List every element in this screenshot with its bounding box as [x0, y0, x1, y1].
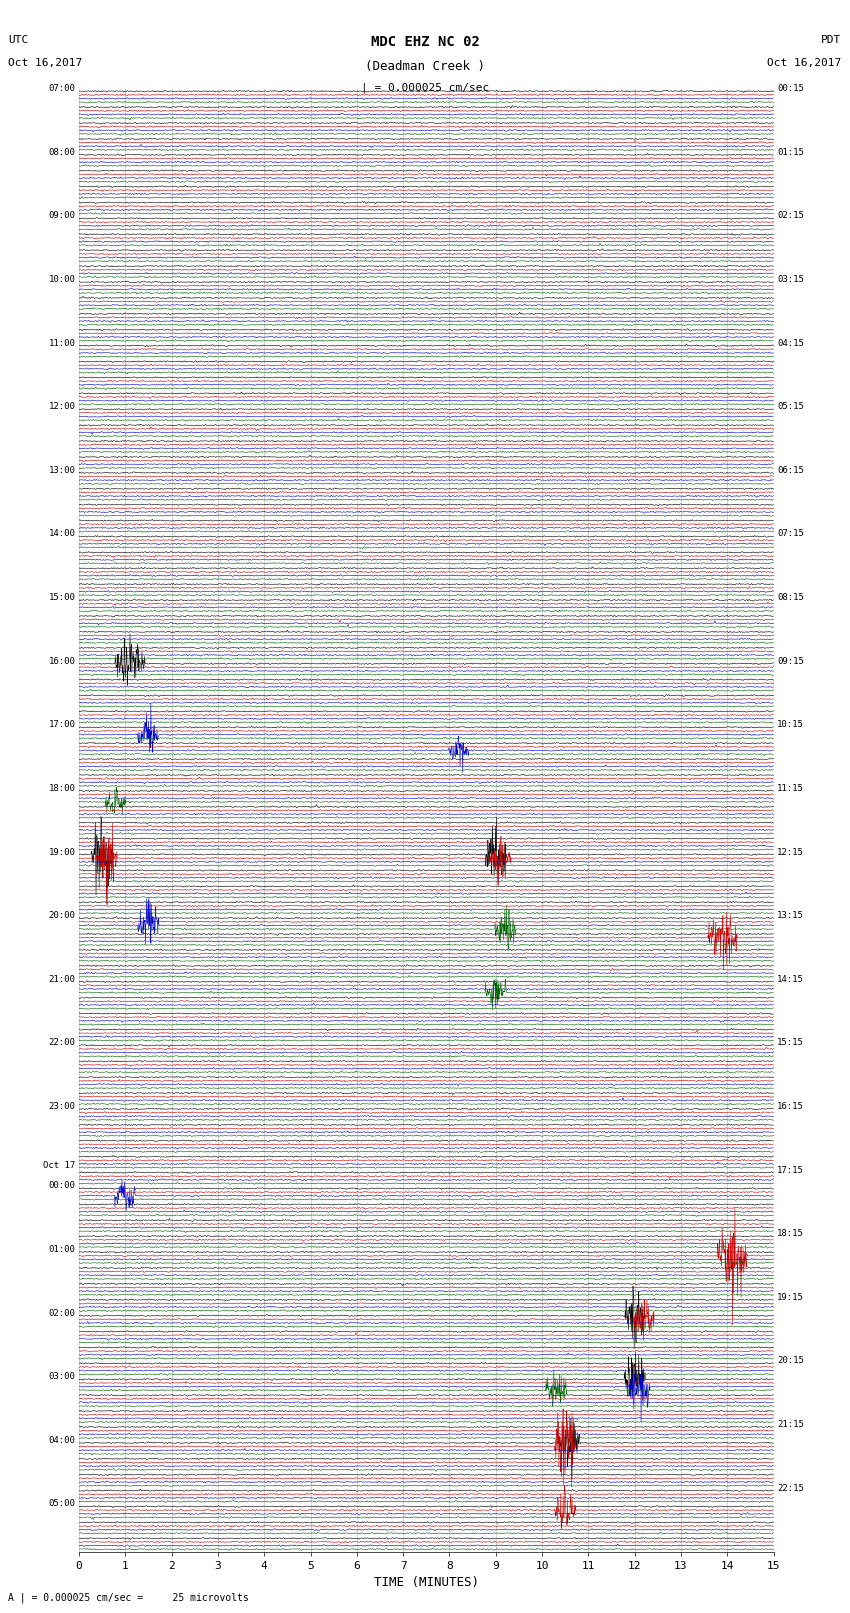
Text: 20:00: 20:00 [48, 911, 76, 919]
Text: UTC: UTC [8, 35, 29, 45]
Text: 19:00: 19:00 [48, 847, 76, 857]
Text: A | = 0.000025 cm/sec =     25 microvolts: A | = 0.000025 cm/sec = 25 microvolts [8, 1592, 249, 1603]
Text: 04:15: 04:15 [777, 339, 804, 348]
Text: 09:15: 09:15 [777, 656, 804, 666]
Text: 00:15: 00:15 [777, 84, 804, 94]
Text: 11:15: 11:15 [777, 784, 804, 794]
Text: PDT: PDT [821, 35, 842, 45]
Text: 12:15: 12:15 [777, 847, 804, 857]
Text: 04:00: 04:00 [48, 1436, 76, 1445]
Text: 08:00: 08:00 [48, 148, 76, 156]
Text: 15:15: 15:15 [777, 1039, 804, 1047]
Text: 09:00: 09:00 [48, 211, 76, 221]
Text: 13:00: 13:00 [48, 466, 76, 474]
Text: | = 0.000025 cm/sec: | = 0.000025 cm/sec [361, 82, 489, 94]
Text: 15:00: 15:00 [48, 594, 76, 602]
Text: 18:00: 18:00 [48, 784, 76, 794]
Text: Oct 17: Oct 17 [43, 1161, 76, 1169]
Text: 22:15: 22:15 [777, 1484, 804, 1492]
Text: 14:15: 14:15 [777, 974, 804, 984]
Text: 07:00: 07:00 [48, 84, 76, 94]
Text: 01:00: 01:00 [48, 1245, 76, 1253]
Text: MDC EHZ NC 02: MDC EHZ NC 02 [371, 35, 479, 50]
Text: 23:00: 23:00 [48, 1102, 76, 1111]
Text: (Deadman Creek ): (Deadman Creek ) [365, 60, 485, 73]
Text: 12:00: 12:00 [48, 402, 76, 411]
Text: 01:15: 01:15 [777, 148, 804, 156]
Text: 13:15: 13:15 [777, 911, 804, 919]
Text: 03:15: 03:15 [777, 276, 804, 284]
Text: 10:00: 10:00 [48, 276, 76, 284]
Text: 17:15: 17:15 [777, 1166, 804, 1174]
Text: 11:00: 11:00 [48, 339, 76, 348]
X-axis label: TIME (MINUTES): TIME (MINUTES) [374, 1576, 479, 1589]
Text: Oct 16,2017: Oct 16,2017 [8, 58, 82, 68]
Text: 06:15: 06:15 [777, 466, 804, 474]
Text: 21:00: 21:00 [48, 974, 76, 984]
Text: 16:00: 16:00 [48, 656, 76, 666]
Text: 08:15: 08:15 [777, 594, 804, 602]
Text: 02:15: 02:15 [777, 211, 804, 221]
Text: 18:15: 18:15 [777, 1229, 804, 1239]
Text: 02:00: 02:00 [48, 1308, 76, 1318]
Text: 17:00: 17:00 [48, 721, 76, 729]
Text: 21:15: 21:15 [777, 1419, 804, 1429]
Text: 07:15: 07:15 [777, 529, 804, 539]
Text: 19:15: 19:15 [777, 1292, 804, 1302]
Text: 14:00: 14:00 [48, 529, 76, 539]
Text: 22:00: 22:00 [48, 1039, 76, 1047]
Text: 05:15: 05:15 [777, 402, 804, 411]
Text: 16:15: 16:15 [777, 1102, 804, 1111]
Text: Oct 16,2017: Oct 16,2017 [768, 58, 842, 68]
Text: 05:00: 05:00 [48, 1500, 76, 1508]
Text: 10:15: 10:15 [777, 721, 804, 729]
Text: 00:00: 00:00 [48, 1181, 76, 1190]
Text: 20:15: 20:15 [777, 1357, 804, 1365]
Text: 03:00: 03:00 [48, 1373, 76, 1381]
